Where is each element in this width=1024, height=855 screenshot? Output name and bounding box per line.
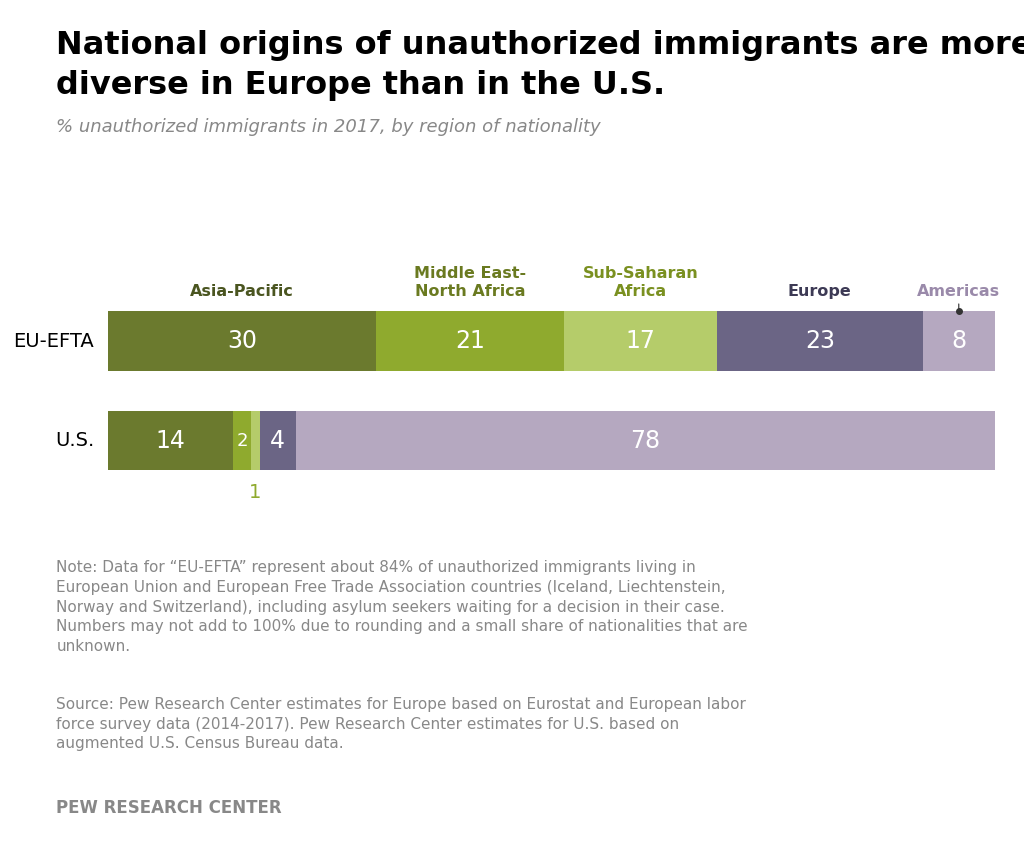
- Text: Source: Pew Research Center estimates for Europe based on Eurostat and European : Source: Pew Research Center estimates fo…: [56, 697, 746, 752]
- Text: PEW RESEARCH CENTER: PEW RESEARCH CENTER: [56, 799, 282, 817]
- Bar: [377, 311, 564, 371]
- Bar: [296, 410, 994, 470]
- Text: National origins of unauthorized immigrants are more: National origins of unauthorized immigra…: [56, 30, 1024, 61]
- Bar: [108, 311, 377, 371]
- Text: Americas: Americas: [918, 284, 1000, 299]
- Text: 8: 8: [951, 329, 967, 353]
- Bar: [233, 410, 251, 470]
- Text: 1: 1: [249, 483, 261, 502]
- Text: diverse in Europe than in the U.S.: diverse in Europe than in the U.S.: [56, 70, 666, 101]
- Text: EU-EFTA: EU-EFTA: [13, 332, 94, 351]
- Bar: [564, 311, 717, 371]
- Text: U.S.: U.S.: [55, 431, 94, 450]
- Bar: [923, 311, 994, 371]
- Text: Europe: Europe: [787, 284, 852, 299]
- Bar: [251, 410, 260, 470]
- Text: 17: 17: [626, 329, 655, 353]
- Bar: [260, 410, 296, 470]
- Text: 21: 21: [456, 329, 485, 353]
- Text: Middle East-
North Africa: Middle East- North Africa: [415, 266, 526, 299]
- Text: 30: 30: [227, 329, 257, 353]
- Bar: [717, 311, 923, 371]
- Bar: [108, 410, 233, 470]
- Text: 14: 14: [156, 428, 185, 452]
- Text: Sub-Saharan
Africa: Sub-Saharan Africa: [583, 266, 698, 299]
- Text: 23: 23: [805, 329, 835, 353]
- Text: 2: 2: [237, 432, 248, 450]
- Text: 4: 4: [270, 428, 286, 452]
- Text: Note: Data for “EU-EFTA” represent about 84% of unauthorized immigrants living i: Note: Data for “EU-EFTA” represent about…: [56, 560, 748, 654]
- Text: % unauthorized immigrants in 2017, by region of nationality: % unauthorized immigrants in 2017, by re…: [56, 118, 601, 136]
- Text: 78: 78: [630, 428, 660, 452]
- Text: Asia-Pacific: Asia-Pacific: [190, 284, 294, 299]
